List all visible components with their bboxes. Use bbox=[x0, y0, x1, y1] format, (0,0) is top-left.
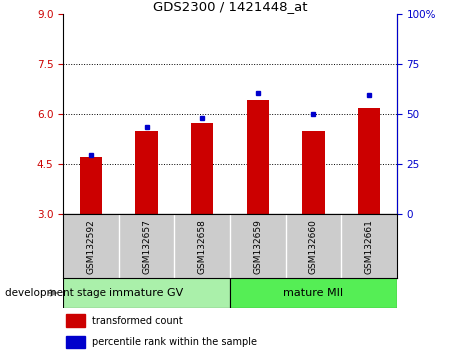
Bar bbox=[230, 278, 397, 308]
Bar bbox=[247, 100, 269, 214]
Text: GSM132659: GSM132659 bbox=[253, 219, 262, 274]
Text: percentile rank within the sample: percentile rank within the sample bbox=[92, 337, 257, 347]
Bar bbox=[63, 278, 230, 308]
Title: GDS2300 / 1421448_at: GDS2300 / 1421448_at bbox=[153, 0, 307, 13]
Bar bbox=[66, 314, 85, 327]
Text: GSM132660: GSM132660 bbox=[309, 219, 318, 274]
Text: mature MII: mature MII bbox=[283, 288, 344, 298]
Text: GSM132657: GSM132657 bbox=[142, 219, 151, 274]
Text: development stage: development stage bbox=[5, 288, 106, 298]
Text: GSM132661: GSM132661 bbox=[364, 219, 373, 274]
Bar bbox=[80, 157, 102, 214]
Text: GSM132658: GSM132658 bbox=[198, 219, 207, 274]
Bar bbox=[135, 131, 158, 214]
Text: GSM132592: GSM132592 bbox=[87, 219, 96, 274]
Text: immature GV: immature GV bbox=[110, 288, 184, 298]
Bar bbox=[191, 124, 213, 214]
Bar bbox=[358, 108, 380, 214]
Text: transformed count: transformed count bbox=[92, 316, 182, 326]
Bar bbox=[66, 336, 85, 348]
Bar bbox=[302, 131, 325, 214]
